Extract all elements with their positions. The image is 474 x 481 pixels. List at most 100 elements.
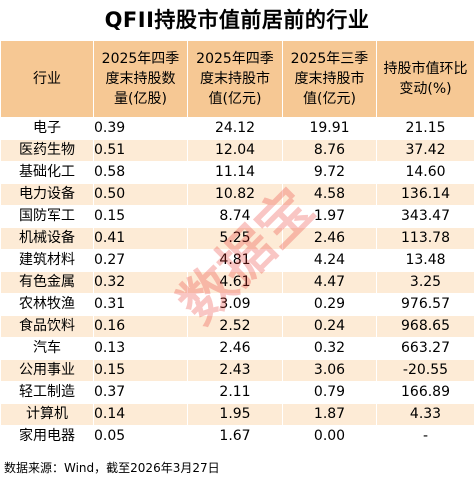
cell-industry: 食品饮料 [0,315,94,338]
cell-change: 976.57 [376,293,474,316]
cell-q4-shares: 0.32 [93,271,188,294]
cell-change: 166.89 [376,381,474,404]
cell-change: - [376,425,474,448]
header-change-line-2: 变动(%) [399,81,452,97]
cell-q4-value: 2.46 [187,337,283,360]
cell-q3-value: 2.46 [282,227,377,250]
cell-q4-shares: 0.39 [93,117,188,140]
table-row: 农林牧渔 0.31 3.09 0.29 976.57 [0,293,474,316]
table-row: 家用电器 0.05 1.67 0.00- [0,425,474,448]
header-q4-shares: 2025年四季 度末持股数 量(亿股) [93,40,188,118]
header-q4-value-line-3: 值(亿元) [208,91,262,107]
header-q4-value-line-1: 2025年四季 [196,51,274,67]
cell-q4-shares: 0.37 [93,381,188,404]
cell-q3-value: 0.24 [282,315,377,338]
cell-q4-shares: 0.16 [93,315,188,338]
table-body: 电子 0.39 24.12 19.91 21.15 医药生物 0.51 12.04 8.76 37… [0,117,474,448]
cell-industry: 有色金属 [0,271,94,294]
table-row: 国防军工 0.15 8.74 1.97 343.47 [0,205,474,228]
cell-q3-value: 1.87 [282,403,377,426]
cell-industry: 汽车 [0,337,94,360]
cell-change: 136.14 [376,183,474,206]
source-note: 数据来源：Wind，截至2026年3月27日 [4,461,220,475]
qfii-holdings-table: 行业 2025年四季 度末持股数 量(亿股) 2025年四季 度末持股市 值(亿… [0,40,474,448]
cell-q4-value: 3.09 [187,293,283,316]
cell-q4-shares: 0.14 [93,403,188,426]
cell-q4-value: 2.52 [187,315,283,338]
table-row: 基础化工 0.58 11.14 9.72 14.60 [0,161,474,184]
cell-change: 13.48 [376,249,474,272]
cell-q3-value: 8.76 [282,139,377,162]
table-row: 电力设备 0.50 10.82 4.58 136.14 [0,183,474,206]
cell-change: 113.78 [376,227,474,250]
header-q4-shares-line-3: 量(亿股) [114,91,167,107]
table-row: 医药生物 0.51 12.04 8.76 37.42 [0,139,474,162]
cell-q3-value: 4.47 [282,271,377,294]
cell-q4-shares: 0.05 [93,425,188,448]
cell-q4-value: 1.95 [187,403,283,426]
cell-change: 21.15 [376,117,474,140]
cell-q4-value: 2.11 [187,381,283,404]
cell-q4-value: 8.74 [187,205,283,228]
cell-industry: 医药生物 [0,139,94,162]
cell-industry: 机械设备 [0,227,94,250]
cell-q4-shares: 0.13 [93,337,188,360]
cell-q3-value: 19.91 [282,117,377,140]
table-row: 公用事业 0.15 2.43 3.06 -20.55 [0,359,474,382]
cell-industry: 计算机 [0,403,94,426]
cell-industry: 家用电器 [0,425,94,448]
cell-q4-value: 4.61 [187,271,283,294]
header-row: 行业 2025年四季 度末持股数 量(亿股) 2025年四季 度末持股市 值(亿… [0,40,474,118]
cell-q3-value: 4.24 [282,249,377,272]
cell-q4-shares: 0.15 [93,205,188,228]
cell-q4-value: 5.25 [187,227,283,250]
table-row: 汽车 0.13 2.46 0.32 663.27 [0,337,474,360]
cell-q4-shares: 0.41 [93,227,188,250]
table-row: 计算机 0.14 1.95 1.87 4.33 [0,403,474,426]
table-row: 食品饮料 0.16 2.52 0.24 968.65 [0,315,474,338]
cell-change: 4.33 [376,403,474,426]
cell-q3-value: 9.72 [282,161,377,184]
table-row: 建筑材料 0.27 4.81 4.24 13.48 [0,249,474,272]
header-q4-value-line-2: 度末持股市 [200,71,270,87]
cell-q3-value: 3.06 [282,359,377,382]
header-q3-value-line-3: 值(亿元) [303,91,356,107]
cell-q3-value: 0.79 [282,381,377,404]
header-q3-value-line-1: 2025年三季 [290,51,369,67]
cell-change: 14.60 [376,161,474,184]
cell-change: 663.27 [376,337,474,360]
cell-q4-shares: 0.15 [93,359,188,382]
cell-q3-value: 0.29 [282,293,377,316]
table-row: 有色金属 0.32 4.61 4.47 3.25 [0,271,474,294]
cell-q4-value: 11.14 [187,161,283,184]
cell-q4-shares: 0.51 [93,139,188,162]
cell-q4-value: 4.81 [187,249,283,272]
cell-q4-value: 1.67 [187,425,283,448]
cell-industry: 轻工制造 [0,381,94,404]
header-industry-label: 行业 [33,71,61,87]
cell-q4-shares: 0.31 [93,293,188,316]
cell-q4-value: 24.12 [187,117,283,140]
cell-industry: 公用事业 [0,359,94,382]
header-q3-value-line-2: 度末持股市 [294,71,365,87]
cell-q4-value: 10.82 [187,183,283,206]
cell-q3-value: 0.32 [282,337,377,360]
table-title: QFII持股市值前居前的行业 [104,8,370,32]
cell-industry: 农林牧渔 [0,293,94,316]
cell-q4-shares: 0.27 [93,249,188,272]
cell-q3-value: 4.58 [282,183,377,206]
cell-industry: 国防军工 [0,205,94,228]
table-row: 电子 0.39 24.12 19.91 21.15 [0,117,474,140]
cell-q3-value: 0.00 [282,425,377,448]
cell-change: 968.65 [376,315,474,338]
cell-change: 3.25 [376,271,474,294]
cell-q4-shares: 0.50 [93,183,188,206]
table-row: 机械设备 0.41 5.25 2.46 113.78 [0,227,474,250]
header-q4-value: 2025年四季 度末持股市 值(亿元) [187,40,283,118]
cell-change: 37.42 [376,139,474,162]
cell-industry: 电力设备 [0,183,94,206]
header-q4-shares-line-2: 度末持股数 [105,71,176,87]
cell-q4-shares: 0.58 [93,161,188,184]
cell-q4-value: 12.04 [187,139,283,162]
cell-change: 343.47 [376,205,474,228]
